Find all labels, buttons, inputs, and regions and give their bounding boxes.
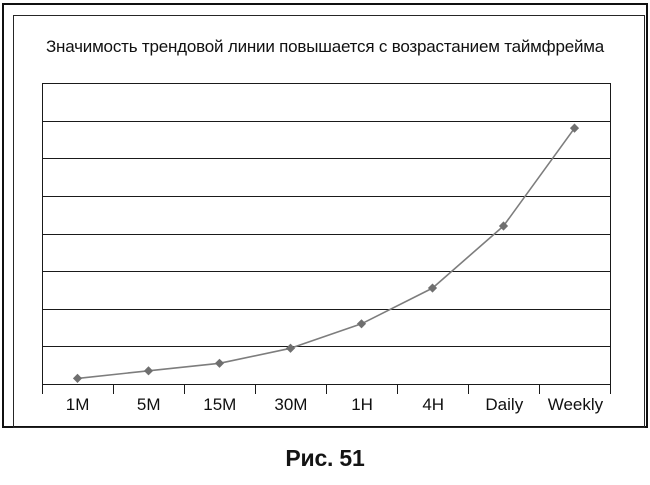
x-axis-label: 5M (136, 395, 161, 414)
data-point-marker (72, 373, 83, 383)
chart-title: Значимость трендовой линии повышается с … (45, 37, 604, 56)
figure-inner-border (13, 15, 645, 428)
data-point-marker (356, 319, 367, 329)
x-axis-label: 1M (65, 395, 90, 414)
line-chart (42, 83, 611, 394)
x-axis-label: 15M (203, 395, 237, 414)
series-line (77, 127, 576, 380)
x-axis-label: Weekly (547, 395, 604, 414)
data-point-marker (498, 221, 509, 231)
data-point-marker (214, 358, 225, 368)
x-axis-labels: 1M 5M 15M 30M 1H 4H Daily Weekly (42, 395, 611, 415)
data-point-marker (569, 123, 580, 133)
figure-outer-border (2, 3, 648, 428)
x-axis-label: Daily (485, 395, 524, 414)
plot-border (42, 83, 611, 385)
figure-caption: Рис. 51 (285, 445, 365, 471)
data-point-marker (285, 343, 296, 353)
x-axis-label: 30M (274, 395, 308, 414)
x-axis-label: 1H (351, 395, 373, 414)
x-axis-label: 4H (422, 395, 445, 414)
data-point-marker (143, 366, 154, 376)
